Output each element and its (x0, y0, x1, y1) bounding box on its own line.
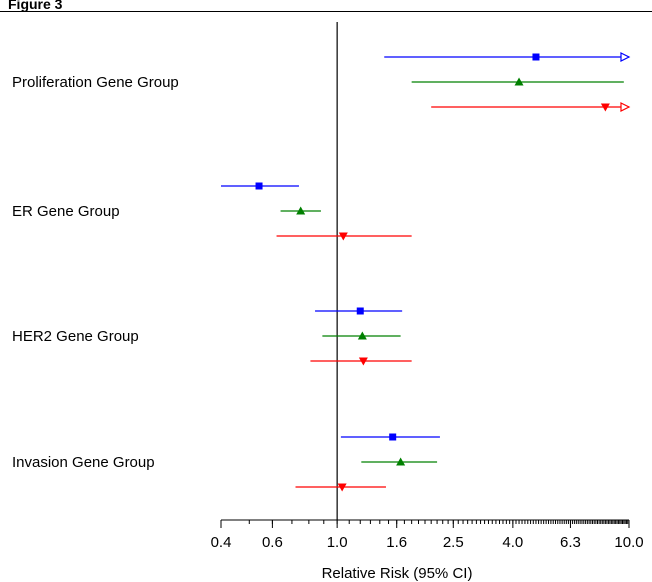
point-estimate-marker (356, 307, 364, 315)
x-tick-label: 1.6 (386, 534, 407, 551)
group-label: Invasion Gene Group (12, 454, 155, 471)
point-estimate-marker (389, 433, 397, 441)
group-labels: Proliferation Gene Group ER Gene Group HER… (12, 74, 179, 471)
figure-title-partial: Figure 3 (8, 0, 63, 12)
point-estimate-marker (255, 182, 263, 190)
point-estimate-marker (296, 206, 306, 215)
x-tick-label: 6.3 (560, 534, 581, 551)
point-estimate-marker (357, 331, 367, 340)
point-estimate-marker (396, 457, 406, 466)
ci-truncation-arrow (620, 52, 631, 62)
x-axis: 0.4 0.6 1.0 1.6 2.5 4.0 6.3 10.0 (211, 519, 644, 551)
x-tick-label: 0.6 (262, 534, 283, 551)
point-estimate-marker (532, 53, 540, 61)
x-tick-label: 1.0 (327, 534, 348, 551)
x-axis-label: Relative Risk (95% CI) (322, 565, 473, 582)
point-estimate-marker (600, 103, 610, 112)
header-rule (0, 11, 652, 12)
ci-truncation-arrow (620, 102, 631, 112)
group-label: HER2 Gene Group (12, 328, 139, 345)
x-tick-label: 10.0 (614, 534, 643, 551)
x-tick-label: 4.0 (502, 534, 523, 551)
point-estimate-marker (514, 77, 524, 86)
point-estimate-marker (358, 357, 368, 366)
estimates-layer (221, 52, 631, 492)
point-estimate-marker (338, 232, 348, 241)
x-tick-label: 0.4 (211, 534, 232, 551)
group-label: Proliferation Gene Group (12, 74, 179, 91)
group-label: ER Gene Group (12, 203, 120, 220)
point-estimate-marker (337, 483, 347, 492)
x-tick-label: 2.5 (443, 534, 464, 551)
